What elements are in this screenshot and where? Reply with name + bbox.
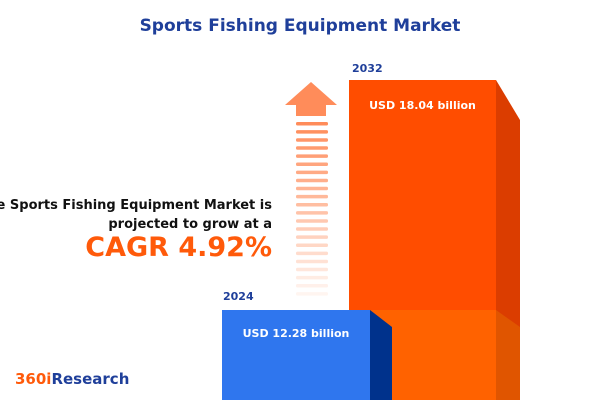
arrow-stripe <box>296 162 328 166</box>
arrow-stripe <box>296 251 328 256</box>
value-label-2024: USD 12.28 billion <box>242 327 350 340</box>
logo-part-2: Research <box>51 370 130 388</box>
logo-part-1: 360i <box>15 370 52 388</box>
growth-description: The Sports Fishing Equipment Market is p… <box>0 198 272 232</box>
arrow-stripe <box>296 267 328 272</box>
year-label-2032: 2032 <box>352 62 383 75</box>
arrow-stripe <box>296 203 328 207</box>
arrow-stripe <box>296 146 328 150</box>
year-label-2024: 2024 <box>223 290 254 303</box>
growth-arrow-icon <box>285 82 337 296</box>
arrow-stripe <box>296 243 328 247</box>
arrow-stripe <box>296 154 328 158</box>
value-label-2032: USD 18.04 billion <box>369 99 476 112</box>
arrow-stripe <box>296 259 328 264</box>
page-title: Sports Fishing Equipment Market <box>139 16 461 36</box>
arrow-stripe <box>296 170 328 175</box>
arrow-stripe <box>296 292 328 296</box>
cagr-value: CAGR 4.92% <box>85 232 272 263</box>
arrow-stripe <box>296 211 328 215</box>
bar-2024 <box>222 310 392 400</box>
arrow-stripe <box>296 186 328 191</box>
arrow-stripe <box>296 284 328 288</box>
arrow-stripe <box>296 138 328 142</box>
arrow-stripe <box>296 122 328 126</box>
arrow-stripe <box>296 275 328 280</box>
arrow-stripe <box>296 227 328 231</box>
arrow-stripe <box>296 130 328 134</box>
logo: 360iResearch <box>15 370 129 388</box>
bar-2032 <box>349 80 520 400</box>
arrow-stripe <box>296 194 328 199</box>
arrow-stripe <box>296 178 328 183</box>
arrow-stripe <box>296 235 328 239</box>
arrow-stripe <box>296 219 328 223</box>
